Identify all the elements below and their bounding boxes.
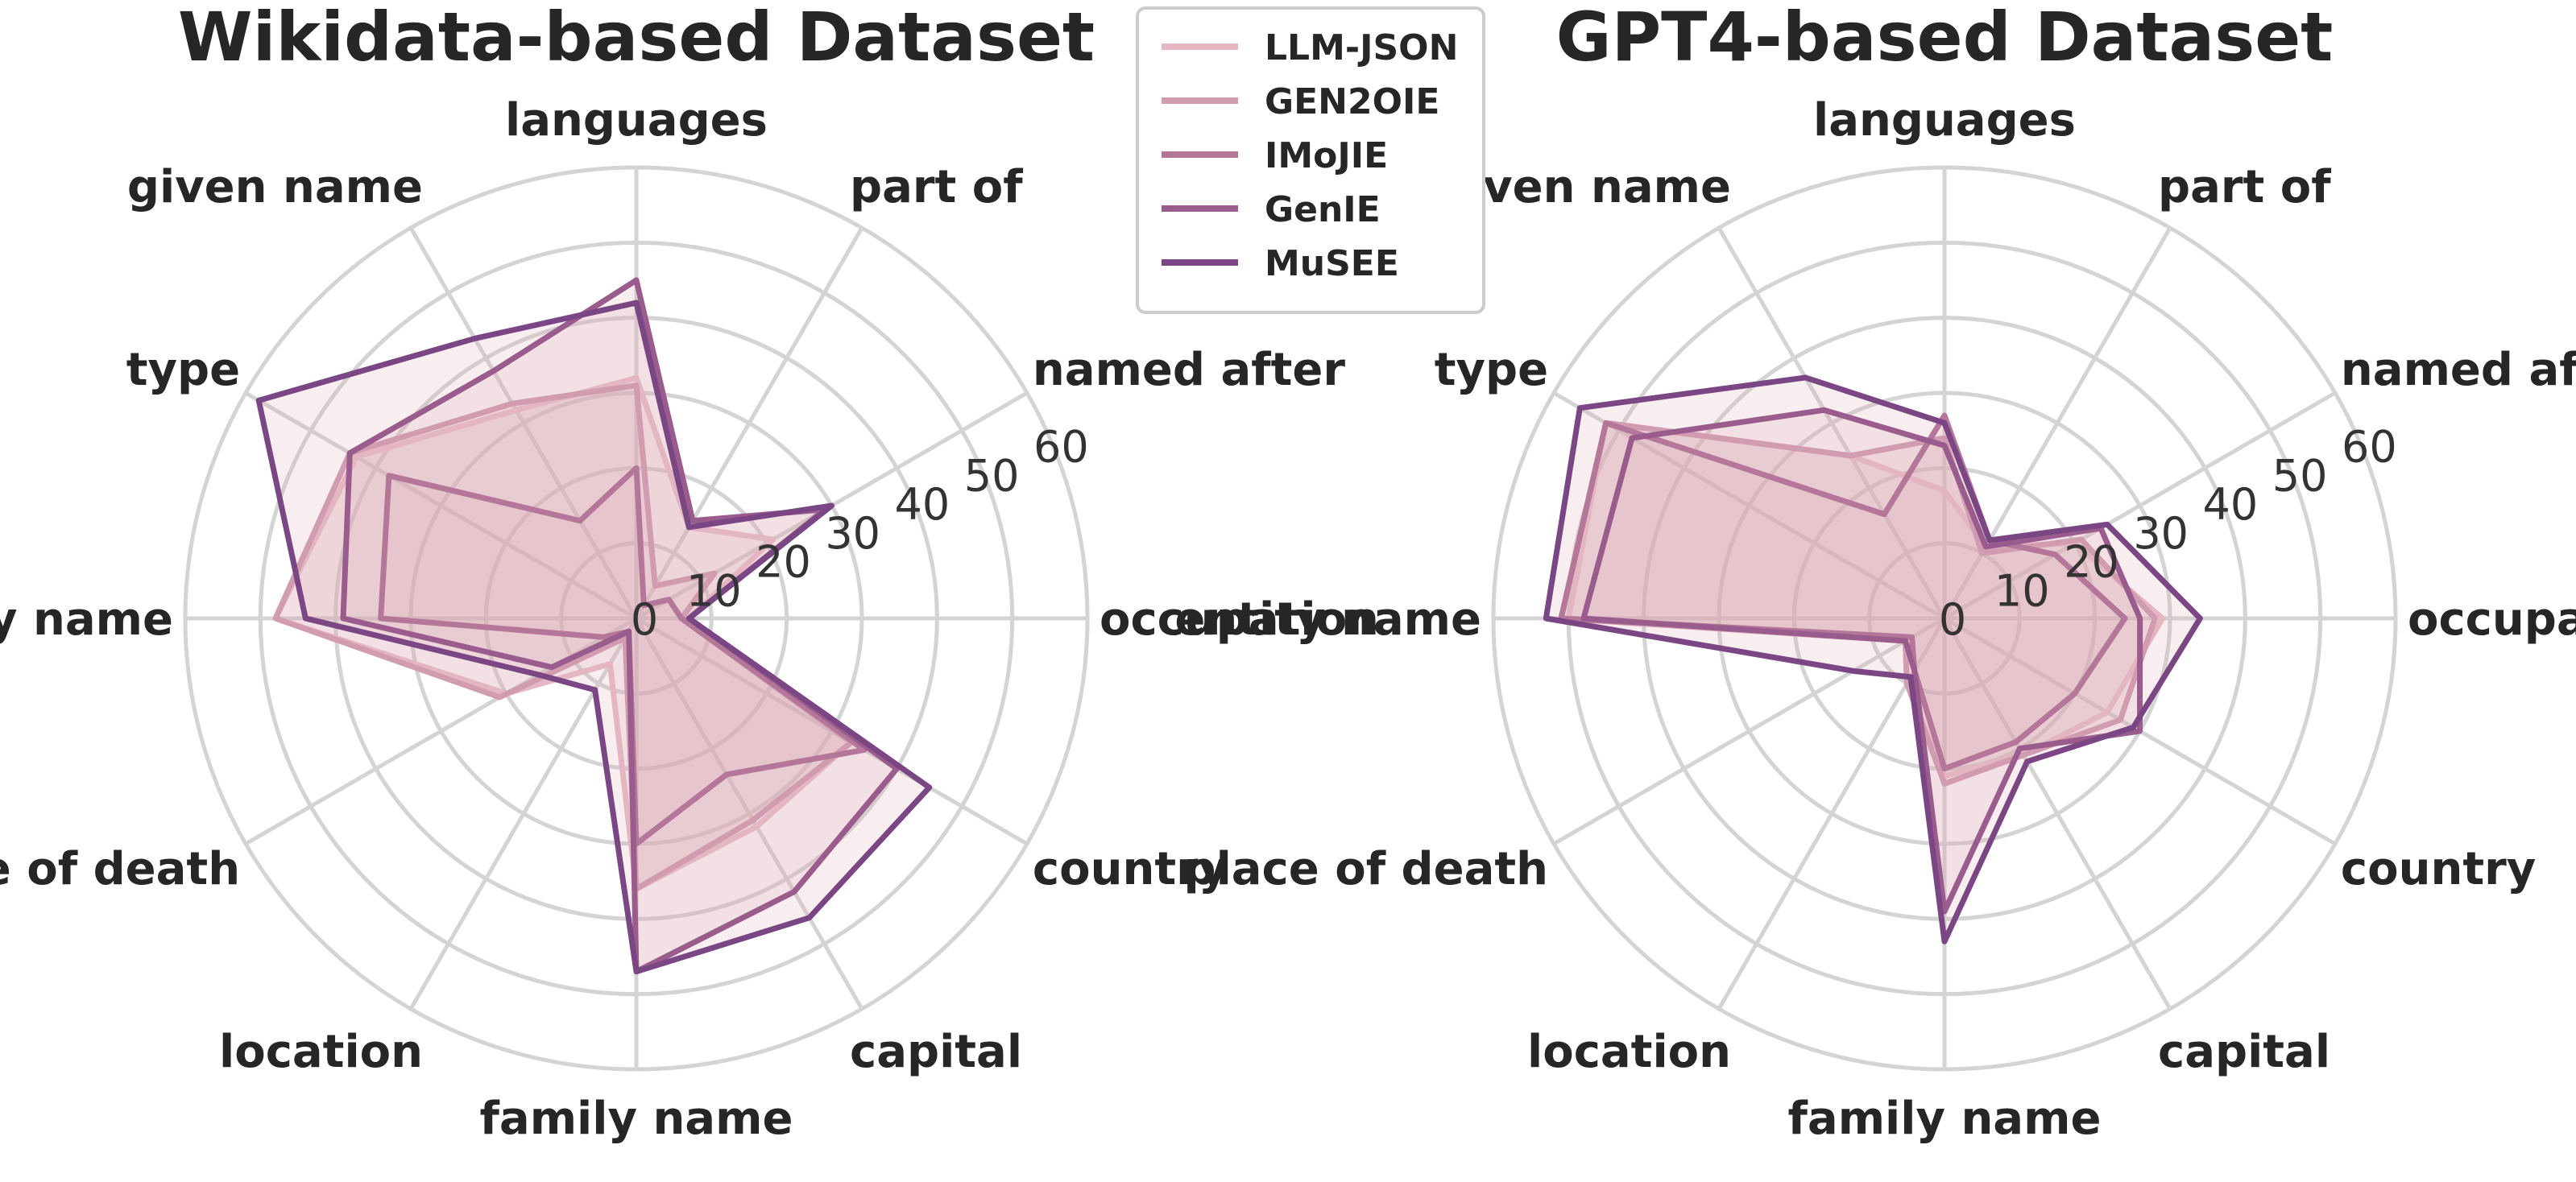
series-fill-gen2oie <box>1561 423 2156 784</box>
axis-label-family-name: family name <box>1788 1093 2102 1145</box>
spoke-named-after <box>1943 391 2337 621</box>
spoke-location <box>408 617 639 1010</box>
axis-label-location: location <box>1527 1026 1731 1078</box>
axis-label-country: country <box>2341 843 2536 895</box>
series-fill-imojie <box>380 468 864 844</box>
radial-tick-60: 60 <box>2342 422 2397 473</box>
radial-tick-20: 20 <box>756 537 811 588</box>
spoke-given-name <box>408 226 639 620</box>
series-line-genie <box>1580 407 2143 915</box>
axis-label-entity-name: entity name <box>0 593 173 646</box>
radial-tick-10: 10 <box>686 565 742 616</box>
chart-title: GPT4-based Dataset <box>1556 0 2334 76</box>
series-line-musee <box>1543 374 2203 944</box>
spoke-type <box>244 391 638 621</box>
axis-label-given-name: given name <box>127 161 423 213</box>
radial-tick-30: 30 <box>825 508 880 559</box>
axis-label-occupation: occupation <box>2408 593 2576 646</box>
axis-label-part-of: part of <box>850 161 1023 213</box>
radial-tick-0: 0 <box>1939 594 1966 645</box>
series-line-gen2oie <box>272 382 855 892</box>
radial-tick-30: 30 <box>2133 508 2189 559</box>
axis-label-type: type <box>126 344 240 396</box>
legend-frame <box>1136 6 1485 314</box>
series-fill-gen2oie <box>275 385 851 890</box>
legend-label-gen2oie: GEN2OIE <box>1265 81 1439 122</box>
axis-label-family-name: family name <box>480 1093 793 1145</box>
series-line-genie <box>340 277 900 975</box>
axis-label-type: type <box>1435 344 1548 396</box>
axis-label-place-of-death: place of death <box>1183 843 1548 895</box>
axis-label-place-of-death: place of death <box>0 843 240 895</box>
axis-label-languages: languages <box>1813 94 2076 147</box>
radial-tick-20: 20 <box>2064 537 2119 588</box>
legend-label-genie: GenIE <box>1265 189 1381 230</box>
radar-panel-gpt4: GPT4-based Dataset 0 10 20 30 40 50 60 occupatio… <box>1174 0 2576 1145</box>
radial-tick-40: 40 <box>895 479 950 530</box>
series-fill-llm-json <box>1568 423 2163 776</box>
series-fill-imojie <box>1561 415 2125 769</box>
legend-label-imojie: IMoJIE <box>1265 135 1388 176</box>
radial-tick-50: 50 <box>964 450 1020 501</box>
axis-label-capital: capital <box>2158 1026 2330 1078</box>
radial-tick-40: 40 <box>2203 479 2259 530</box>
axis-label-country: country <box>1033 843 1228 895</box>
radial-tick-50: 50 <box>2272 450 2328 501</box>
axis-label-occupation: occupation <box>1100 593 1379 646</box>
radial-tick-0: 0 <box>631 594 658 645</box>
chart-title: Wikidata-based Dataset <box>178 0 1095 76</box>
radar-panel-wikidata: Wikidata-based Dataset 0 10 20 30 40 50 60 occup… <box>0 0 1379 1145</box>
spoke-part-of <box>634 226 864 620</box>
axis-label-part-of: part of <box>2158 161 2331 213</box>
series-line-musee <box>255 300 933 975</box>
legend-label-musee: MuSEE <box>1265 243 1399 284</box>
axis-label-location: location <box>219 1026 423 1078</box>
axis-label-languages: languages <box>505 94 768 147</box>
spoke-capital <box>634 617 864 1010</box>
axis-label-named-after: named after <box>2341 344 2576 396</box>
spoke-type <box>1552 391 1946 621</box>
spoke-given-name <box>1717 226 1947 620</box>
axis-label-capital: capital <box>850 1026 1022 1078</box>
radial-tick-60: 60 <box>1033 422 1089 473</box>
series-fill-genie <box>343 280 897 972</box>
series-fill-musee <box>1546 377 2201 942</box>
series-line-imojie <box>378 465 868 847</box>
spoke-capital <box>1942 617 2172 1010</box>
axis-label-entity-name: entity name <box>1174 593 1481 646</box>
radial-tick-10: 10 <box>1994 565 2050 616</box>
legend: LLM-JSON GEN2OIE IMoJIE GenIE MuSEE <box>1136 6 1485 314</box>
legend-label-llm-json: LLM-JSON <box>1265 27 1458 68</box>
spoke-place-of-death <box>1552 616 1946 846</box>
axis-label-named-after: named after <box>1033 344 1345 396</box>
